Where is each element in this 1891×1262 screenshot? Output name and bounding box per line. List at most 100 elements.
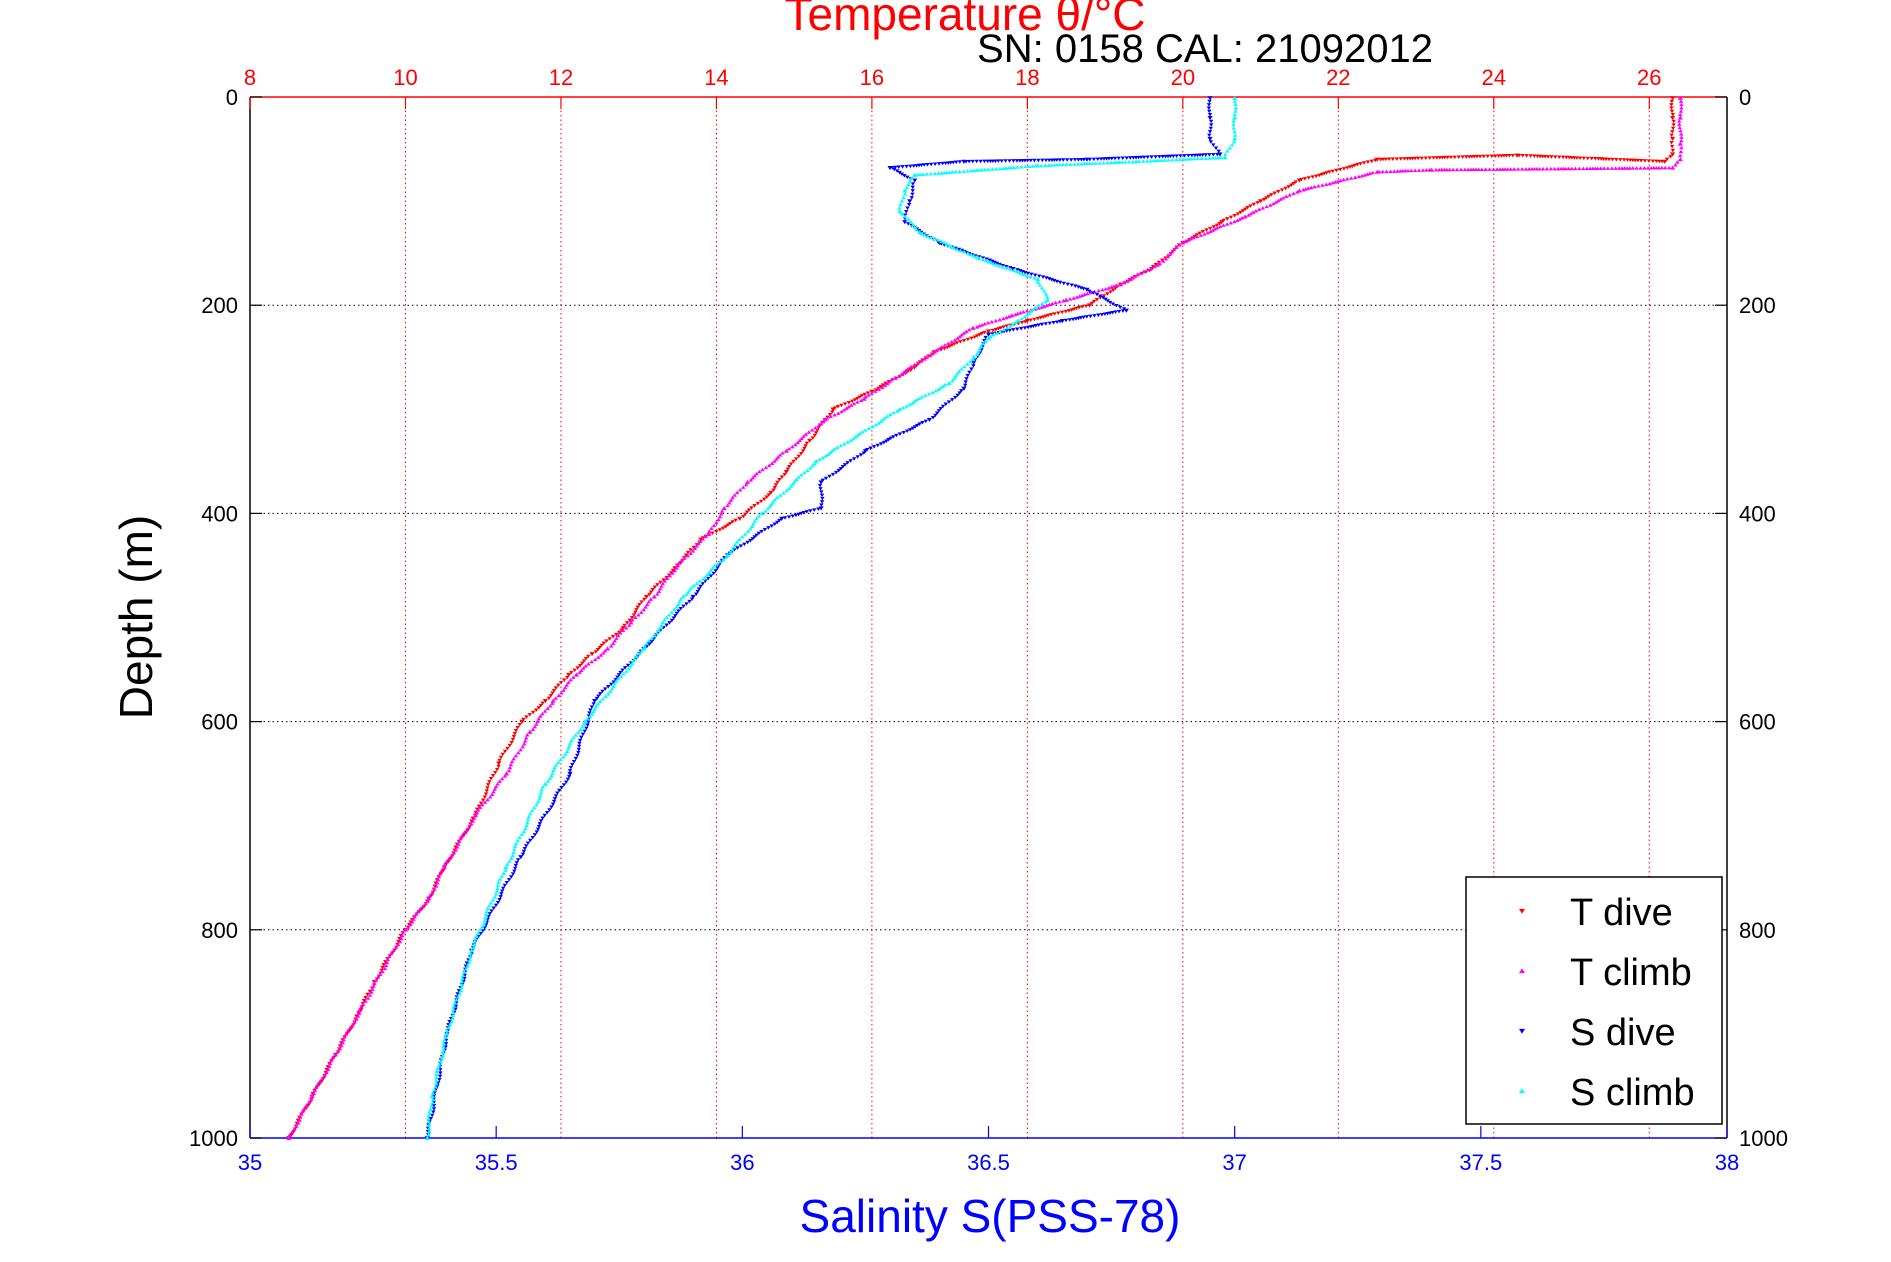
sample-marker bbox=[982, 167, 987, 172]
sample-marker bbox=[495, 883, 501, 887]
sample-marker bbox=[1251, 202, 1257, 207]
sample-marker bbox=[1232, 139, 1237, 144]
sample-marker bbox=[772, 485, 777, 490]
sample-marker bbox=[798, 452, 804, 456]
sample-marker bbox=[828, 450, 833, 455]
sample-marker bbox=[1025, 325, 1031, 330]
sample-marker bbox=[756, 531, 762, 536]
sample-marker bbox=[830, 410, 835, 414]
sample-marker bbox=[924, 172, 930, 176]
sample-marker bbox=[1171, 247, 1177, 252]
sample-marker bbox=[1053, 300, 1058, 305]
sample-marker bbox=[557, 788, 562, 793]
sample-marker bbox=[536, 717, 541, 721]
sample-marker bbox=[1634, 166, 1639, 170]
sample-marker bbox=[544, 810, 550, 815]
sample-marker bbox=[430, 1097, 436, 1102]
sample-marker bbox=[345, 1028, 350, 1033]
sample-marker bbox=[646, 638, 652, 643]
sample-marker bbox=[934, 411, 940, 415]
sample-marker bbox=[1577, 156, 1583, 160]
data-point bbox=[897, 406, 903, 412]
sample-marker bbox=[1028, 158, 1033, 163]
sample-marker bbox=[1256, 207, 1262, 212]
sample-marker bbox=[480, 798, 486, 802]
sample-marker bbox=[311, 1091, 317, 1095]
sample-marker bbox=[1111, 288, 1116, 293]
sample-marker bbox=[599, 643, 604, 648]
sample-marker bbox=[676, 602, 681, 607]
sample-marker bbox=[1338, 178, 1343, 183]
sample-marker bbox=[493, 784, 499, 789]
sample-marker bbox=[478, 927, 483, 932]
sample-marker bbox=[532, 833, 538, 837]
sample-marker bbox=[1051, 321, 1056, 325]
sample-marker bbox=[695, 589, 700, 594]
sample-marker bbox=[568, 677, 573, 682]
sample-marker bbox=[655, 592, 660, 596]
sample-marker bbox=[1111, 284, 1116, 288]
sample-marker bbox=[1524, 154, 1529, 158]
sample-marker bbox=[1149, 155, 1154, 159]
sample-marker bbox=[1671, 123, 1676, 127]
sample-marker bbox=[1084, 315, 1090, 319]
sample-marker bbox=[1405, 157, 1410, 161]
sample-marker bbox=[884, 439, 889, 443]
sample-marker bbox=[694, 581, 699, 586]
sample-marker bbox=[1491, 167, 1496, 171]
sample-marker bbox=[788, 462, 794, 466]
sample-marker bbox=[992, 260, 997, 265]
sample-marker bbox=[1301, 187, 1306, 192]
sample-marker bbox=[1398, 169, 1403, 173]
sample-marker bbox=[1090, 161, 1095, 165]
data-point bbox=[429, 1094, 435, 1099]
sample-marker bbox=[1552, 166, 1557, 171]
sample-marker bbox=[1061, 281, 1066, 286]
sample-marker bbox=[962, 364, 967, 369]
sample-marker bbox=[1206, 103, 1212, 107]
sample-marker bbox=[1333, 180, 1338, 184]
sample-marker bbox=[728, 550, 733, 554]
sample-marker bbox=[473, 936, 478, 941]
sample-marker bbox=[521, 829, 527, 834]
sample-marker bbox=[901, 430, 906, 435]
sample-marker bbox=[808, 509, 813, 513]
sample-marker bbox=[1207, 99, 1212, 104]
data-point bbox=[496, 761, 502, 766]
sample-marker bbox=[1014, 269, 1020, 274]
sample-marker bbox=[1035, 280, 1041, 284]
sample-marker bbox=[1039, 286, 1045, 290]
sample-marker bbox=[1098, 294, 1103, 298]
sample-marker bbox=[1437, 156, 1442, 160]
sample-marker bbox=[614, 636, 619, 640]
data-point bbox=[1677, 157, 1683, 162]
sample-marker bbox=[999, 159, 1004, 163]
data-point bbox=[1207, 96, 1213, 101]
sample-marker bbox=[484, 789, 490, 793]
sample-marker bbox=[735, 546, 740, 550]
sample-marker bbox=[1044, 276, 1049, 280]
sample-marker bbox=[387, 954, 392, 959]
sample-marker bbox=[1345, 176, 1350, 181]
sample-marker bbox=[920, 421, 925, 425]
sample-marker bbox=[1177, 243, 1182, 247]
sample-marker bbox=[1195, 156, 1200, 161]
sample-marker bbox=[1096, 313, 1101, 318]
sample-marker bbox=[446, 856, 452, 861]
sample-marker bbox=[978, 159, 983, 164]
sample-marker bbox=[790, 482, 796, 486]
sample-marker bbox=[573, 733, 578, 737]
sample-marker bbox=[451, 1007, 456, 1011]
sample-marker bbox=[523, 738, 528, 743]
sample-marker bbox=[1606, 157, 1612, 162]
sample-marker bbox=[988, 334, 993, 339]
sample-marker bbox=[673, 614, 678, 618]
sample-marker bbox=[644, 644, 650, 649]
sample-marker bbox=[979, 322, 985, 327]
sample-marker bbox=[388, 951, 394, 956]
sample-marker bbox=[420, 904, 426, 908]
sample-marker bbox=[597, 645, 602, 650]
sample-marker bbox=[581, 666, 586, 670]
sample-marker bbox=[636, 651, 642, 656]
sample-marker bbox=[1003, 159, 1008, 163]
